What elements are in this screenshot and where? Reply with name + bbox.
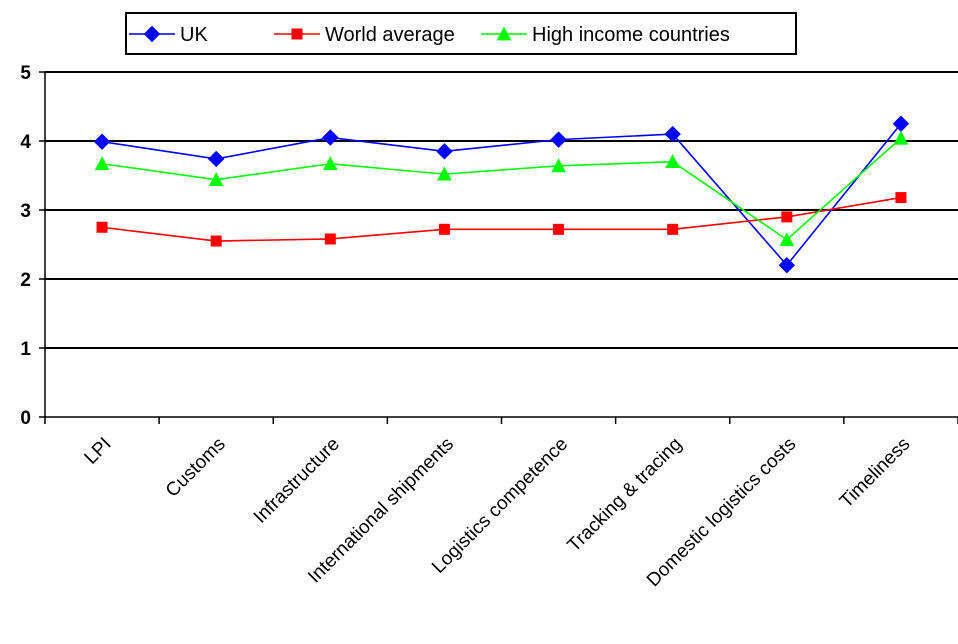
legend-marker-2 xyxy=(496,26,512,41)
series-line-2 xyxy=(101,137,902,241)
series-0-point-6 xyxy=(778,256,796,274)
series-2-point-3 xyxy=(437,166,452,181)
y-tick-label: 0 xyxy=(20,408,31,429)
series-1-point-4 xyxy=(553,223,565,235)
series-2-point-0 xyxy=(94,156,110,171)
x-tick-label: LPI xyxy=(81,434,116,469)
legend-box xyxy=(125,12,797,55)
x-tick-label: Timeliness xyxy=(836,434,915,513)
series-line-0 xyxy=(101,123,902,267)
legend-marker-0 xyxy=(143,25,161,43)
series-0-point-3 xyxy=(436,143,453,160)
series-0-point-0 xyxy=(93,133,111,150)
series-0-point-2 xyxy=(322,129,339,146)
legend-marker-1 xyxy=(291,28,303,40)
series-2-point-7 xyxy=(893,130,909,145)
x-tick-label: Infrastructure xyxy=(250,434,344,528)
x-tick-label: Tracking & tracing xyxy=(564,434,687,557)
series-1-point-3 xyxy=(438,223,450,235)
series-lines xyxy=(101,123,902,267)
series-2-point-6 xyxy=(779,232,795,247)
y-tick-label: 1 xyxy=(20,339,31,360)
legend: UK World average High income countries xyxy=(125,12,797,55)
series-1-point-5 xyxy=(667,223,679,235)
series-2-point-1 xyxy=(208,172,224,186)
legend-label-2: High income countries xyxy=(532,24,730,46)
series-1-point-7 xyxy=(895,192,907,204)
series-1-point-1 xyxy=(210,235,222,247)
x-tick-label: Customs xyxy=(162,434,230,502)
y-tick-label: 3 xyxy=(20,201,31,222)
series-0-point-1 xyxy=(207,150,225,168)
series-line-1 xyxy=(101,196,902,242)
series-1-point-0 xyxy=(96,221,108,233)
y-tick-label: 5 xyxy=(20,63,31,84)
legend-label-1: World average xyxy=(325,24,455,46)
series-markers xyxy=(93,115,910,274)
series-0-point-5 xyxy=(664,125,681,143)
legend-label-0: UK xyxy=(180,24,208,46)
y-tick-label: 4 xyxy=(20,132,31,153)
axes xyxy=(44,72,958,424)
y-tick-label: 2 xyxy=(20,270,31,291)
series-2-point-5 xyxy=(665,154,681,169)
series-0-point-4 xyxy=(550,131,567,148)
series-1-point-6 xyxy=(781,211,793,223)
series-2-point-4 xyxy=(551,158,566,173)
series-2-point-2 xyxy=(322,156,338,171)
y-tick-labels: 0 1 2 3 4 5 xyxy=(20,63,31,429)
series-1-point-2 xyxy=(324,233,336,245)
gridlines xyxy=(39,71,958,418)
